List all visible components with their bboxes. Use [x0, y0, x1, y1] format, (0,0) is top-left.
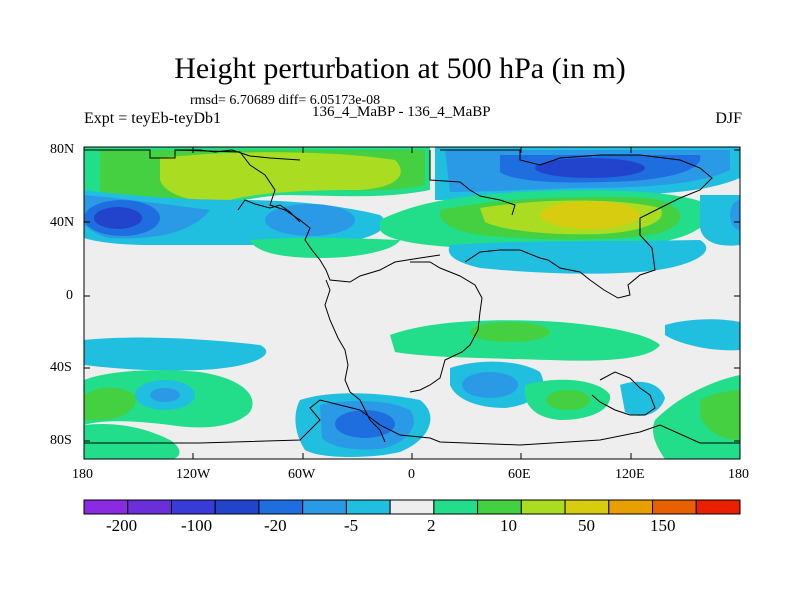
contour-high-20n-west — [250, 237, 400, 258]
contour-high-70s-far-east-core — [700, 390, 740, 440]
colorbar-swatch — [127, 499, 172, 515]
colorbar-swatch — [520, 499, 566, 515]
contour-high-60s-west-core — [84, 387, 136, 420]
lat-tick-label: 40N — [50, 215, 75, 230]
contour-low-40n-mid — [265, 204, 355, 236]
contour-low-20s-west — [84, 337, 267, 371]
coast-eurasia — [440, 149, 713, 299]
plot-title: Height perturbation at 500 hPa (in m) — [174, 52, 626, 85]
colorbar-swatch — [345, 499, 391, 515]
lon-tick-label: 60E — [508, 467, 531, 482]
colorbar-swatch — [302, 499, 347, 515]
contour-high-80s-west — [84, 423, 180, 459]
colorbar — [83, 499, 741, 515]
contour-low-60s-west-core — [150, 388, 180, 402]
colorbar-swatch — [608, 499, 654, 515]
contour-low-20n-east — [448, 240, 707, 274]
colorbar-swatch — [477, 499, 522, 515]
coast-greenland-arctic — [175, 149, 516, 216]
coast-south-america — [324, 279, 386, 443]
lon-tick-label: 60W — [288, 467, 316, 482]
colorbar-swatch — [433, 499, 479, 515]
contour-high-50s-east-core — [546, 390, 590, 410]
contour-high-20s-east-core — [470, 322, 550, 342]
colorbar-swatch — [695, 499, 741, 515]
contour-high-nh-west — [160, 152, 401, 202]
colorbar-label: 2 — [427, 516, 436, 535]
lat-tick-label: 40S — [50, 360, 72, 375]
colorbar-swatch — [389, 499, 435, 515]
colorbar-label: 150 — [650, 516, 676, 535]
lon-tick-label: 180 — [72, 467, 93, 482]
colorbar-label: -200 — [106, 516, 138, 535]
case-line: 136_4_MaBP - 136_4_MaBP — [312, 104, 491, 120]
contour-low-nh-east-peak — [535, 158, 645, 178]
colorbar-swatch — [652, 499, 697, 515]
lat-tick-label: 0 — [66, 288, 73, 303]
season-label: DJF — [715, 110, 742, 127]
expt-label: Expt = teyEb-teyDb1 — [84, 110, 221, 127]
colorbar-swatch — [258, 499, 304, 515]
colorbar-label: 50 — [578, 516, 595, 535]
coastlines — [84, 149, 740, 446]
colorbar-swatch — [564, 499, 610, 515]
contour-low-60s-east — [620, 381, 665, 416]
coast-north-america — [84, 149, 441, 283]
contour-low-40n-west-peak — [94, 207, 142, 229]
contour-low-50s-east-core — [462, 372, 518, 398]
stats-line: rmsd= 6.70689 diff= 6.05173e-08 — [190, 93, 381, 108]
lon-tick-label: 120E — [615, 467, 645, 482]
colorbar-label: -20 — [264, 516, 287, 535]
colorbar-swatch — [83, 499, 129, 515]
coast-australia — [591, 371, 656, 416]
axis-ticks — [83, 147, 741, 459]
contour-low-40n-far-east — [700, 195, 740, 246]
contour-high-40n-east-peak — [540, 201, 640, 229]
colorbar-swatch — [170, 499, 216, 515]
contour-fill-layer — [84, 147, 740, 459]
lon-tick-label: 180 — [728, 467, 749, 482]
colorbar-label: 10 — [500, 516, 517, 535]
coast-antarctica — [84, 399, 740, 446]
colorbar-swatch — [214, 499, 260, 515]
colorbar-label: -100 — [181, 516, 213, 535]
coast-africa — [409, 261, 483, 393]
lat-tick-label: 80S — [50, 433, 72, 448]
colorbar-label: -5 — [344, 516, 359, 535]
lon-tick-label: 120W — [176, 467, 211, 482]
lat-tick-label: 80N — [50, 142, 75, 157]
contour-low-20s-far-east — [665, 319, 740, 351]
lon-tick-label: 0 — [408, 467, 415, 482]
